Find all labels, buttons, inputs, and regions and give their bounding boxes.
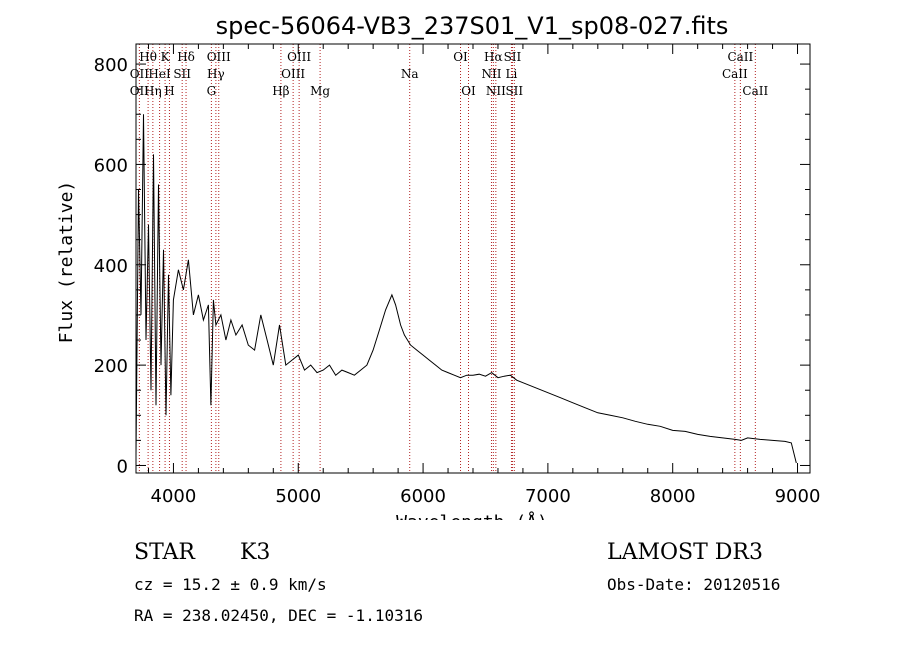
line-label: Mg [310, 84, 330, 98]
line-label: CaII [722, 67, 748, 81]
line-label: HeI [148, 67, 171, 81]
line-label: OIII [281, 67, 305, 81]
chart-title: spec-56064-VB3_237S01_V1_sp08-027.fits [216, 12, 729, 40]
y-tick-label: 600 [94, 155, 128, 176]
line-label: CaII [727, 50, 753, 64]
line-label: Hα [484, 50, 503, 64]
line-label: Hγ [207, 67, 225, 81]
redshift-value: cz = 15.2 ± 0.9 km/s [134, 575, 327, 594]
line-label: OIII [287, 50, 311, 64]
y-tick-label: 0 [117, 456, 128, 477]
y-axis-label: Flux (relative) [56, 181, 77, 344]
line-label: OI [453, 50, 468, 64]
x-tick-label: 4000 [151, 486, 197, 507]
line-label: NII [486, 84, 506, 98]
x-tick-label: 8000 [650, 486, 696, 507]
y-tick-label: 400 [94, 256, 128, 277]
line-label: OII [130, 67, 150, 81]
line-label: NII [481, 67, 501, 81]
coordinates: RA = 238.02450, DEC = -1.10316 [134, 606, 423, 625]
x-axis-ticks: 4000 5000 6000 7000 8000 9000 [147, 44, 821, 507]
line-label: OIII [207, 50, 231, 64]
spectrum-line [135, 114, 797, 464]
observation-date: Obs-Date: 20120516 [607, 575, 781, 594]
survey-name: LAMOST DR3 [607, 540, 763, 565]
line-label: Li [506, 67, 518, 81]
line-label: Hδ [177, 50, 195, 64]
line-label: SII [505, 84, 523, 98]
object-class: STAR [134, 540, 195, 565]
x-tick-label: 5000 [275, 486, 321, 507]
spectrum-chart: spec-56064-VB3_237S01_V1_sp08-027.fits H… [56, 12, 821, 520]
line-label: OII [130, 84, 150, 98]
x-tick-label: 9000 [775, 486, 821, 507]
line-label: Hβ [272, 84, 289, 98]
x-tick-label: 7000 [525, 486, 571, 507]
plot-frame [135, 43, 811, 474]
x-axis-label: Wavelength (Å) [396, 511, 548, 520]
line-label: K [161, 50, 171, 64]
line-label: CaII [742, 84, 768, 98]
line-label: SII [504, 50, 522, 64]
line-label: G [207, 84, 217, 98]
line-label: Hθ [139, 50, 157, 64]
line-label: H [164, 84, 174, 98]
y-tick-label: 800 [94, 55, 128, 76]
y-axis-ticks: 0 200 400 600 800 [94, 55, 810, 477]
line-label: OI [461, 84, 476, 98]
emission-line-markers [138, 44, 756, 473]
line-label: Na [401, 67, 419, 81]
line-label: Hη [144, 84, 162, 98]
line-label: SII [173, 67, 191, 81]
x-tick-label: 6000 [400, 486, 446, 507]
y-tick-label: 200 [94, 356, 128, 377]
object-subclass: K3 [240, 540, 271, 565]
